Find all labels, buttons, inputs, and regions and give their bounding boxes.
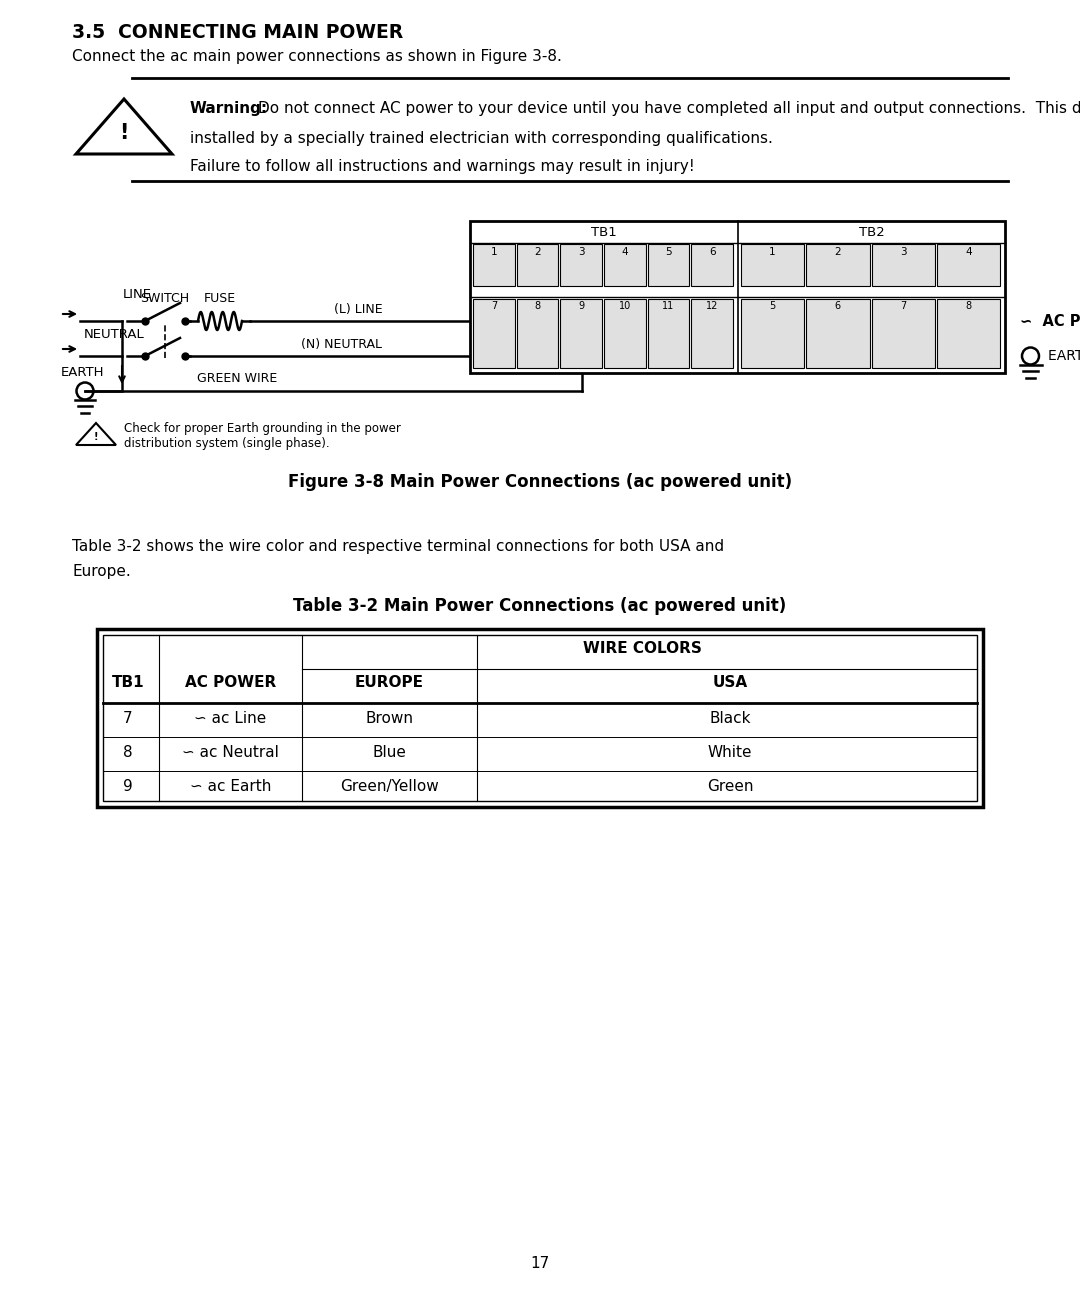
Text: TB1: TB1 [111,675,145,690]
Text: Green/Yellow: Green/Yellow [340,779,438,794]
Text: !: ! [119,123,129,143]
Text: 8: 8 [966,302,971,311]
Bar [741,299,805,368]
Text: 3: 3 [900,246,906,257]
Text: 7: 7 [123,711,133,726]
FancyBboxPatch shape [103,635,977,801]
Text: 11: 11 [662,302,675,311]
Text: 17: 17 [530,1256,550,1270]
Text: 6: 6 [708,246,715,257]
Text: Europe.: Europe. [72,564,131,579]
Bar [648,299,689,368]
Text: 3: 3 [578,246,584,257]
Text: FUSE: FUSE [204,292,237,305]
Text: Failure to follow all instructions and warnings may result in injury!: Failure to follow all instructions and w… [190,159,694,174]
Bar [604,299,646,368]
Text: 2: 2 [535,246,541,257]
Text: EUROPE: EUROPE [355,675,424,690]
Text: 1: 1 [769,246,775,257]
Bar [561,244,602,286]
Text: 5: 5 [769,302,775,311]
FancyBboxPatch shape [97,629,983,808]
Bar [473,299,515,368]
Text: Blue: Blue [373,745,406,760]
Text: 3.5  CONNECTING MAIN POWER: 3.5 CONNECTING MAIN POWER [72,24,403,42]
Bar [872,244,935,286]
Bar [516,244,558,286]
Text: Warning:: Warning: [190,101,268,115]
Text: WIRE COLORS: WIRE COLORS [583,641,702,656]
Text: ∽  AC Power: ∽ AC Power [1020,313,1080,329]
Text: 10: 10 [619,302,631,311]
Text: Table 3-2 shows the wire color and respective terminal connections for both USA : Table 3-2 shows the wire color and respe… [72,539,724,555]
Text: 1: 1 [490,246,497,257]
Text: AC POWER: AC POWER [185,675,276,690]
Bar [807,299,869,368]
Text: 8: 8 [123,745,133,760]
Text: 6: 6 [835,302,841,311]
Bar [470,222,1005,374]
Text: 8: 8 [535,302,541,311]
Text: Figure 3-8 Main Power Connections (ac powered unit): Figure 3-8 Main Power Connections (ac po… [288,473,792,492]
Text: Brown: Brown [365,711,414,726]
Bar [561,299,602,368]
Bar [648,244,689,286]
Text: 5: 5 [665,246,672,257]
Bar [872,299,935,368]
Text: TB2: TB2 [859,225,885,239]
Bar [936,299,1000,368]
Text: TB1: TB1 [591,225,617,239]
Text: Connect the ac main power connections as shown in Figure 3-8.: Connect the ac main power connections as… [72,49,562,64]
Text: 7: 7 [490,302,497,311]
Text: Do not connect AC power to your device until you have completed all input and ou: Do not connect AC power to your device u… [257,101,1080,115]
Text: 4: 4 [621,246,629,257]
Text: USA: USA [713,675,747,690]
Text: Check for proper Earth grounding in the power
distribution system (single phase): Check for proper Earth grounding in the … [124,422,401,450]
Text: 7: 7 [900,302,906,311]
Text: 2: 2 [835,246,841,257]
Text: 4: 4 [966,246,972,257]
Text: White: White [707,745,753,760]
Bar [807,244,869,286]
Text: LINE: LINE [122,288,151,302]
Bar [741,244,805,286]
Text: NEUTRAL: NEUTRAL [83,328,145,341]
Bar [604,244,646,286]
Bar [936,244,1000,286]
Text: installed by a specially trained electrician with corresponding qualifications.: installed by a specially trained electri… [190,131,773,146]
Text: ∽ ac Line: ∽ ac Line [194,711,267,726]
Bar [691,299,733,368]
Text: GREEN WIRE: GREEN WIRE [197,372,278,385]
Bar [691,244,733,286]
Text: EARTH: EARTH [60,366,104,379]
Text: ∽ ac Neutral: ∽ ac Neutral [183,745,279,760]
Text: EARTH GROUND: EARTH GROUND [1048,349,1080,363]
Text: Green: Green [706,779,753,794]
Text: SWITCH: SWITCH [140,292,190,305]
Text: Table 3-2 Main Power Connections (ac powered unit): Table 3-2 Main Power Connections (ac pow… [294,597,786,615]
Text: !: ! [94,431,98,442]
Text: (L) LINE: (L) LINE [334,303,382,316]
Bar [516,299,558,368]
Text: 9: 9 [123,779,133,794]
Text: Black: Black [710,711,751,726]
Text: 9: 9 [578,302,584,311]
Text: ∽ ac Earth: ∽ ac Earth [190,779,271,794]
Bar [473,244,515,286]
Text: 12: 12 [706,302,718,311]
Text: (N) NEUTRAL: (N) NEUTRAL [301,338,382,351]
